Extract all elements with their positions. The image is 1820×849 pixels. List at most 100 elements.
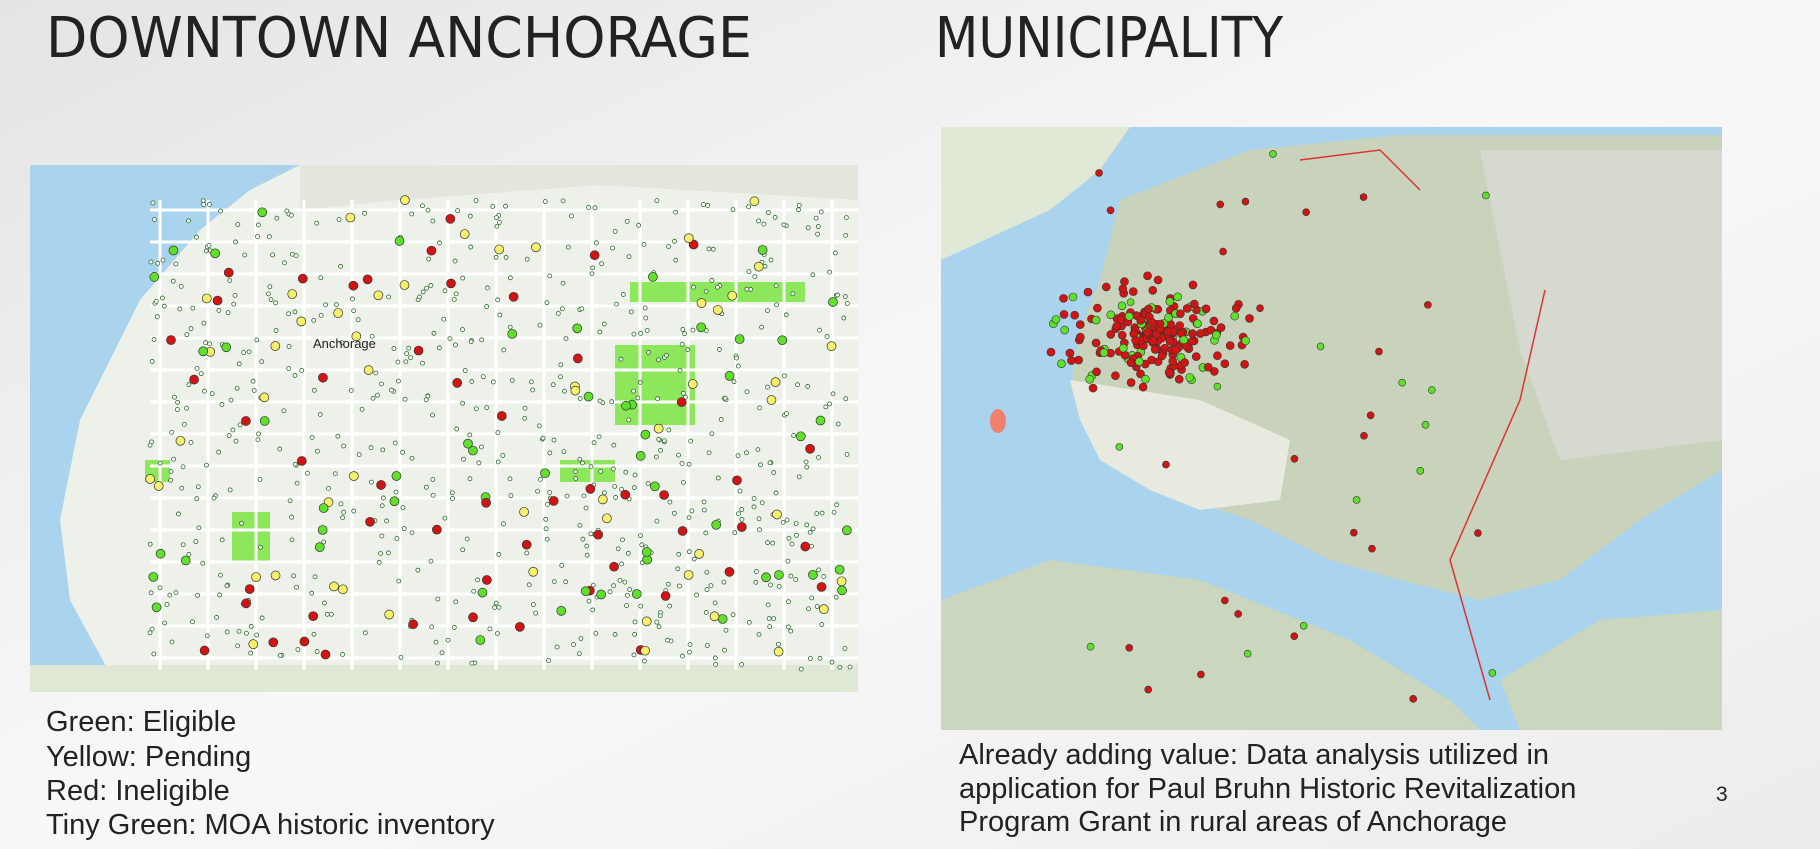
status-dot [649, 481, 660, 492]
inventory-dot [167, 592, 173, 598]
inventory-dot [805, 225, 811, 231]
inventory-dot [657, 613, 663, 619]
status-dot [815, 415, 826, 426]
inventory-dot [654, 198, 660, 204]
inventory-dot [402, 396, 408, 402]
status-dot [1190, 299, 1199, 309]
status-dot [413, 345, 424, 356]
inventory-dot [162, 620, 168, 626]
page-number: 3 [1716, 783, 1728, 806]
inventory-dot [754, 569, 759, 574]
status-dot [556, 606, 567, 616]
inventory-dot [496, 604, 502, 610]
inventory-dot [712, 600, 718, 606]
inventory-dot [713, 662, 719, 667]
inventory-dot [194, 496, 200, 502]
status-dot [1474, 529, 1482, 537]
inventory-dot [255, 234, 260, 240]
status-dot [199, 645, 210, 656]
inventory-dot [232, 292, 238, 298]
status-dot [609, 561, 619, 572]
status-dot [641, 616, 652, 627]
inventory-dot [460, 327, 465, 332]
status-dot [348, 280, 359, 291]
inventory-dot [773, 283, 779, 289]
status-dot [773, 646, 784, 657]
inventory-dot [691, 556, 697, 562]
inventory-dot [786, 599, 791, 605]
status-dot [585, 484, 596, 494]
inventory-dot [781, 222, 787, 228]
inventory-dot [473, 198, 479, 203]
inventory-dot [496, 219, 502, 225]
inventory-dot [379, 533, 385, 539]
inventory-dot [807, 529, 813, 535]
inventory-dot [579, 306, 585, 312]
status-dot [842, 525, 852, 536]
inventory-dot [318, 312, 324, 318]
inventory-dot [219, 537, 225, 543]
inventory-dot [780, 520, 786, 525]
status-dot [446, 278, 456, 289]
status-dot [1409, 695, 1418, 703]
inventory-dot [569, 213, 574, 219]
status-dot [1085, 374, 1094, 384]
status-dot [496, 411, 507, 421]
inventory-dot [522, 405, 528, 411]
status-dot [1106, 330, 1116, 339]
inventory-dot [732, 530, 738, 536]
status-dot [621, 400, 631, 411]
inventory-dot [590, 265, 596, 271]
inventory-dot [492, 605, 498, 610]
inventory-dot [169, 639, 175, 645]
inventory-dot [744, 389, 750, 395]
inventory-dot [180, 464, 186, 470]
status-dot [351, 331, 362, 342]
status-dot [548, 496, 559, 506]
inventory-dot [767, 460, 773, 466]
inventory-dot [200, 560, 206, 566]
status-dot [248, 639, 259, 649]
status-dot [1126, 298, 1135, 306]
inventory-dot [597, 329, 603, 335]
status-dot [519, 507, 529, 517]
inventory-dot [501, 521, 506, 527]
inventory-dot [289, 537, 295, 543]
inventory-dot [814, 511, 820, 516]
inventory-dot [638, 533, 643, 539]
status-dot [333, 308, 343, 318]
status-dot [270, 570, 281, 581]
inventory-dot [623, 469, 629, 475]
inventory-dot [601, 490, 607, 496]
inventory-dot [147, 630, 153, 636]
status-dot [175, 435, 186, 446]
status-dot [683, 233, 694, 244]
inventory-dot [348, 388, 354, 393]
caption-line: Program Grant in rural areas of Anchorag… [959, 806, 1507, 838]
inventory-dot [174, 407, 180, 412]
inventory-dot [379, 503, 385, 509]
status-dot [1168, 356, 1178, 366]
inventory-dot [613, 495, 618, 500]
status-dot [1136, 316, 1145, 325]
inventory-dot [490, 204, 496, 209]
inventory-dot [680, 480, 686, 485]
inventory-dot [234, 385, 240, 391]
inventory-dot [624, 603, 629, 608]
inventory-dot [641, 242, 647, 247]
inventory-dot [664, 352, 669, 358]
inventory-dot [594, 240, 599, 246]
status-dot [373, 290, 384, 301]
inventory-dot [784, 411, 789, 416]
inventory-dot [561, 449, 567, 455]
status-dot [583, 391, 594, 402]
inventory-dot [619, 561, 625, 567]
inventory-dot [679, 461, 685, 466]
status-dot [1165, 336, 1175, 346]
inventory-dot [396, 378, 401, 384]
status-dot [1174, 374, 1184, 384]
inventory-dot [658, 447, 663, 453]
inventory-dot [204, 633, 210, 639]
inventory-dot [453, 291, 459, 297]
inventory-dot [680, 653, 685, 659]
